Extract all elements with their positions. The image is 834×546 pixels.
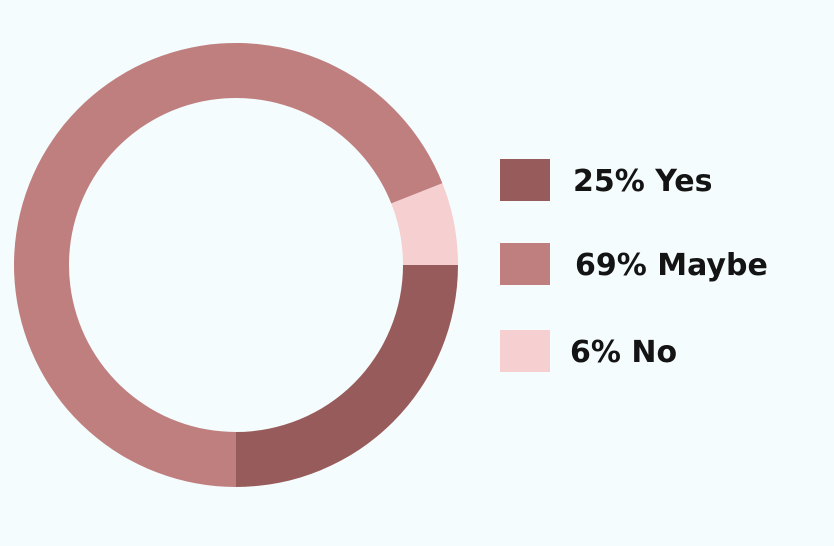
donut-chart-area bbox=[14, 42, 458, 487]
legend-swatch-maybe bbox=[500, 243, 550, 285]
legend-swatch-yes bbox=[500, 159, 550, 201]
donut-slice-yes bbox=[236, 265, 458, 487]
legend-swatch-no bbox=[500, 330, 550, 372]
donut-slice-no bbox=[391, 183, 458, 265]
legend-label-yes: 25% Yes bbox=[573, 164, 713, 199]
legend-label-no: 6% No bbox=[570, 335, 678, 370]
legend-label-maybe: 69% Maybe bbox=[575, 248, 768, 283]
donut-chart bbox=[14, 42, 458, 487]
